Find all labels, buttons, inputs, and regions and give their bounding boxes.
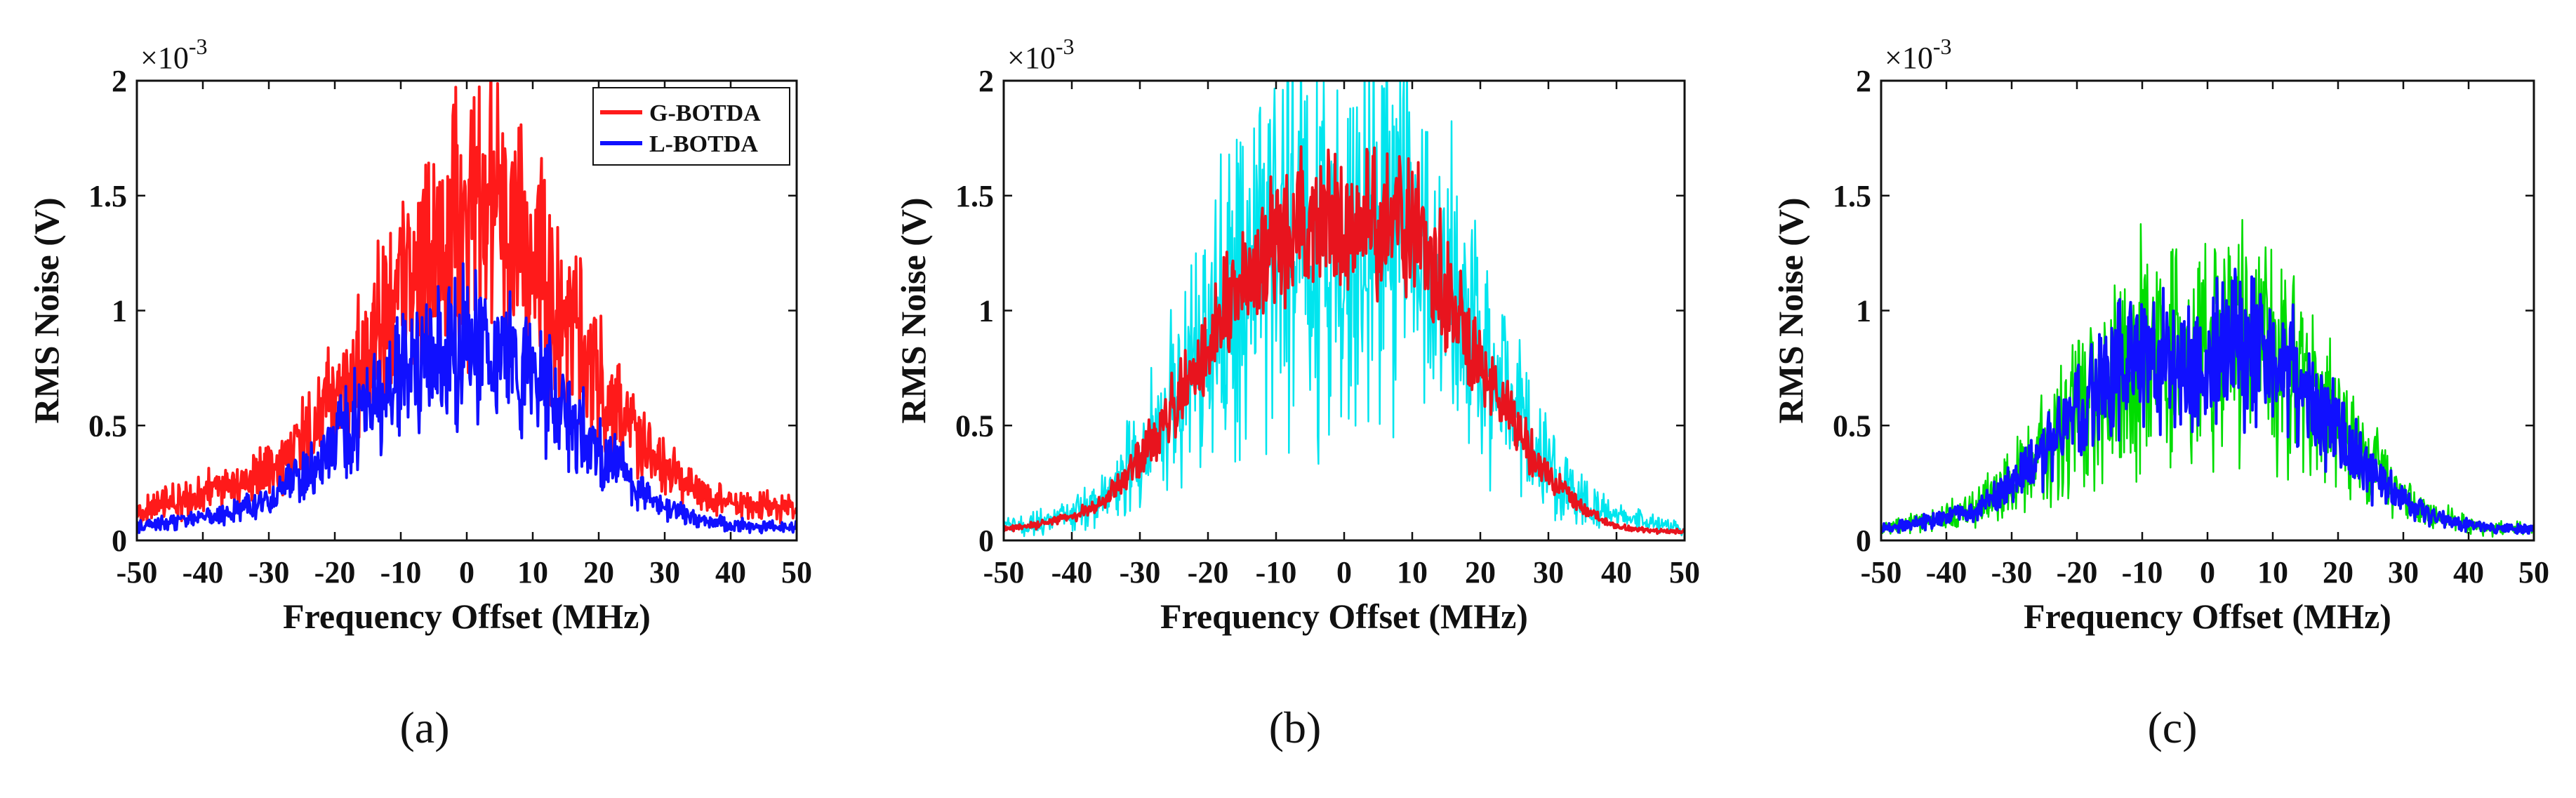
- x-tick-label: 0: [2200, 555, 2215, 590]
- x-tick-label: -40: [1926, 555, 1967, 590]
- series-line-blue: [1881, 267, 2534, 536]
- y-tick-label: 0: [978, 524, 994, 558]
- y-tick-label: 2: [978, 64, 994, 98]
- x-tick-label: 40: [2453, 555, 2484, 590]
- caption-c: (c): [2147, 703, 2198, 752]
- x-tick-label: 10: [1397, 555, 1428, 590]
- y-tick-label: 2: [1856, 64, 1871, 98]
- chart-panel-1: -50 -40 -30 -20 -10 0 10 20 30 40 50 0 0.5 1 1.5 2 ×10-3…: [27, 34, 812, 636]
- y-tick-label: 1: [112, 294, 127, 328]
- x-axis-label: Frequency Offset (MHz): [283, 597, 651, 636]
- x-tick-label: 30: [2388, 555, 2419, 590]
- x-tick-label: 10: [2257, 555, 2288, 590]
- x-tick-label: 40: [1601, 555, 1632, 590]
- y-axis-label: RMS Noise (V): [894, 197, 933, 423]
- x-tick-label: -50: [117, 555, 158, 590]
- x-tick-label: 50: [781, 555, 812, 590]
- y-tick-label: 2: [112, 64, 127, 98]
- y-tick-label: 0.5: [1833, 408, 1871, 443]
- x-tick-label: 20: [2323, 555, 2353, 590]
- x-tick-label: -10: [2122, 555, 2163, 590]
- x-tick-label: 50: [1669, 555, 1700, 590]
- caption-b: (b): [1268, 703, 1322, 752]
- x-tick-label: -20: [2057, 555, 2098, 590]
- y-exponent-label: ×10-3: [1007, 34, 1074, 75]
- axes-box: [1880, 79, 2535, 542]
- chart-panel-3: -50 -40 -30 -20 -10 0 10 20 30 40 50 0 0.5 1 1.5 2 ×10-3…: [1771, 34, 2549, 636]
- series-line-g-botda: [137, 81, 797, 525]
- chart-panel-2: -50 -40 -30 -20 -10 0 10 20 30 40 50 0 0.5 1 1.5 2 ×10-3…: [894, 34, 1700, 636]
- y-tick-label: 1.5: [88, 179, 127, 213]
- y-tick-label: 1.5: [955, 179, 994, 213]
- x-axis-label: Frequency Offset (MHz): [1160, 597, 1528, 636]
- x-tick-label: -50: [983, 555, 1025, 590]
- series-group: [1004, 81, 1685, 538]
- x-tick-label: -10: [1256, 555, 1297, 590]
- y-exponent-label: ×10-3: [140, 34, 207, 75]
- x-tick-label: 20: [1465, 555, 1496, 590]
- x-tick-label: 40: [715, 555, 746, 590]
- y-tick-label: 0.5: [88, 408, 127, 443]
- series-line-cyan: [1004, 81, 1685, 538]
- x-tick-label: 0: [1336, 555, 1352, 590]
- x-tick-label: 30: [1533, 555, 1564, 590]
- x-tick-label: 10: [517, 555, 548, 590]
- series-group: [1881, 219, 2534, 538]
- y-tick-label: 0: [1856, 524, 1871, 558]
- x-axis-label: Frequency Offset (MHz): [2024, 597, 2391, 636]
- x-tick-label: -10: [380, 555, 422, 590]
- x-tick-label: -20: [314, 555, 356, 590]
- series-group: [137, 81, 797, 535]
- series-line-l-botda: [137, 262, 797, 535]
- x-tick-label: -30: [1120, 555, 1161, 590]
- y-exponent-label: ×10-3: [1885, 34, 1951, 75]
- y-tick-label: 0.5: [955, 408, 994, 443]
- caption-a: (a): [399, 703, 450, 752]
- series-line-red: [1004, 145, 1685, 536]
- x-tick-label: -20: [1188, 555, 1229, 590]
- legend-entry: G-BOTDA: [649, 100, 761, 126]
- x-tick-label: -40: [1051, 555, 1093, 590]
- x-tick-label: 20: [583, 555, 614, 590]
- x-tick-label: -40: [182, 555, 224, 590]
- y-tick-label: 1.5: [1833, 179, 1871, 213]
- y-axis-label: RMS Noise (V): [1771, 197, 1810, 423]
- x-tick-label: 50: [2518, 555, 2549, 590]
- y-tick-label: 0: [112, 524, 127, 558]
- y-tick-label: 1: [1856, 294, 1871, 328]
- x-tick-label: -50: [1861, 555, 1902, 590]
- legend: G-BOTDA L-BOTDA: [592, 87, 790, 166]
- legend-box: [592, 87, 790, 166]
- x-tick-label: -30: [1991, 555, 2033, 590]
- x-tick-label: 0: [459, 555, 474, 590]
- x-tick-label: 30: [649, 555, 680, 590]
- x-tick-label: -30: [248, 555, 290, 590]
- y-axis-label: RMS Noise (V): [27, 197, 66, 423]
- y-tick-label: 1: [978, 294, 994, 328]
- legend-entry: L-BOTDA: [649, 131, 758, 157]
